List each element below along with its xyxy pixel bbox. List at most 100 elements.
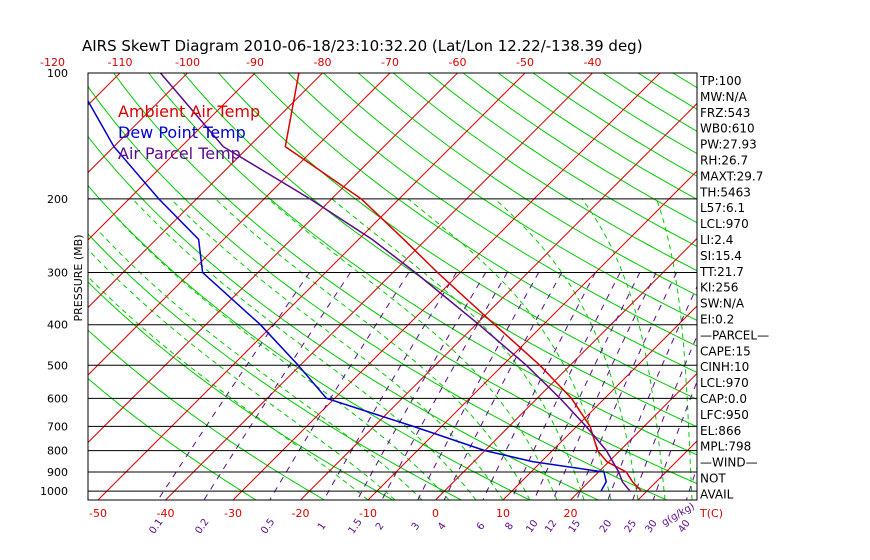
dry-adiabat [183, 73, 697, 428]
mixing-ratio-line [323, 272, 457, 500]
index-line: KI:256 [700, 281, 738, 295]
mixing-ratio-label: 10 [524, 518, 540, 535]
mixing-ratio-label: 3 [410, 521, 423, 533]
dry-adiabat [88, 377, 257, 500]
indices-panel: TP:100 MW:N/A FRZ:543 WB0:610 PW:27.93 RH:26.… [699, 74, 769, 501]
dry-adiabat [778, 73, 870, 500]
pressure-tick-label: 1000 [40, 485, 68, 498]
isotherm [502, 305, 697, 500]
index-line: WB0:610 [700, 122, 755, 136]
top-temp-tick-label: -120 [40, 56, 65, 69]
chart-title: AIRS SkewT Diagram 2010-06-18/23:10:32.2… [82, 37, 643, 55]
isotherm [88, 73, 121, 106]
mixing-ratio-label: 0.5 [259, 517, 277, 536]
series-line [284, 73, 643, 492]
isotherm [0, 73, 53, 500]
top-temp-tick-label: -100 [175, 56, 200, 69]
legend: Ambient Air Temp Dew Point Temp Air Parcel… [118, 102, 260, 163]
mixing-ratio-line [482, 272, 596, 500]
bottom-temp-tick-label: -40 [157, 507, 175, 520]
dry-adiabat [813, 73, 870, 500]
dry-adiabat [427, 73, 697, 247]
legend-entry: Dew Point Temp [118, 123, 246, 142]
isotherm [367, 170, 697, 500]
mixing-ratio-line [417, 272, 540, 500]
pressure-tick-label: 100 [47, 67, 68, 80]
dry-adiabat [323, 73, 697, 322]
index-line: SW:N/A [700, 297, 745, 311]
moist-adiabat [331, 198, 585, 500]
mixing-ratio-line [381, 272, 508, 500]
mixing-ratio-label: 25 [623, 518, 639, 535]
mixing-ratio-label: 15 [567, 518, 583, 535]
index-line: FRZ:543 [700, 106, 750, 120]
top-temp-tick-label: -60 [449, 56, 467, 69]
dry-adiabat [218, 73, 697, 400]
mixing-ratio-line [356, 272, 487, 500]
dry-adiabat [743, 73, 870, 500]
dry-adiabat [253, 73, 697, 373]
isotherm [88, 73, 188, 174]
bottom-temp-tick-label: -50 [89, 507, 107, 520]
index-line: TT:21.7 [699, 265, 744, 279]
dry-adiabat [88, 184, 531, 500]
dry-adiabat [288, 73, 697, 347]
moist-adiabat [114, 215, 450, 500]
index-line: CAP:0.0 [700, 392, 747, 406]
plot-frame [87, 72, 698, 501]
bottom-temp-tick-label: 0 [432, 507, 439, 520]
moist-adiabat [215, 198, 531, 500]
pressure-tick-label: 800 [47, 445, 68, 458]
background-lines [0, 73, 870, 500]
index-line: L57:6.1 [700, 201, 745, 215]
isotherm [88, 73, 391, 376]
top-temp-tick-label: -40 [584, 56, 602, 69]
isotherm [88, 73, 256, 241]
moist-adiabat [494, 198, 639, 500]
pressure-tick-label: 200 [47, 193, 68, 206]
mixing-ratio-line [685, 465, 697, 500]
index-line: LI:2.4 [700, 233, 733, 247]
index-line: MW:N/A [700, 90, 748, 104]
index-line: TP:100 [699, 74, 742, 88]
isotherm [570, 372, 697, 500]
bottom-temp-tick-label: -20 [292, 507, 310, 520]
isotherm [88, 73, 323, 309]
index-line: CINH:10 [700, 360, 749, 374]
moist-adiabat [581, 198, 666, 500]
moist-adiabat [170, 198, 504, 500]
mixing-ratio-label: 0.2 [193, 517, 211, 536]
index-line: RH:26.7 [700, 154, 748, 168]
dry-adiabat [357, 73, 697, 296]
index-line: MAXT:29.7 [700, 169, 763, 183]
moist-adiabat [132, 198, 477, 500]
bottom-temp-axis: -50 -40 -30 -20 -10 0 10 20 T(C) [89, 507, 723, 520]
mixing-ratio-line [443, 272, 563, 500]
series-layer [88, 73, 643, 492]
index-line: NOT [700, 472, 726, 486]
dry-adiabat [392, 73, 697, 272]
pressure-tick-label: 700 [47, 420, 68, 433]
isotherm [165, 73, 593, 500]
index-line: AVAIL [700, 487, 734, 501]
pressure-tick-label: 500 [47, 359, 68, 372]
pressure-tick-label: 600 [47, 392, 68, 405]
legend-entry: Ambient Air Temp [118, 102, 260, 121]
index-line: —WIND— [700, 456, 758, 470]
moist-adiabat [656, 198, 693, 500]
top-temp-tick-label: -80 [314, 56, 332, 69]
isotherm [88, 73, 458, 444]
bottom-temp-tick-label: -10 [359, 507, 377, 520]
bottom-temp-tick-label: 10 [496, 507, 510, 520]
mixing-ratio-label: 8 [503, 521, 516, 533]
bottom-temp-tick-label: 20 [564, 507, 578, 520]
index-line: LCL:970 [700, 217, 749, 231]
mixing-ratio-label: 20 [598, 518, 614, 535]
mixing-ratio-label: 12 [543, 518, 559, 535]
dry-adiabat [88, 329, 325, 500]
moist-adiabat [88, 248, 396, 500]
top-temp-tick-label: -50 [516, 56, 534, 69]
bottom-temp-tick-label: -30 [224, 507, 242, 520]
index-line: LFC:950 [700, 408, 749, 422]
